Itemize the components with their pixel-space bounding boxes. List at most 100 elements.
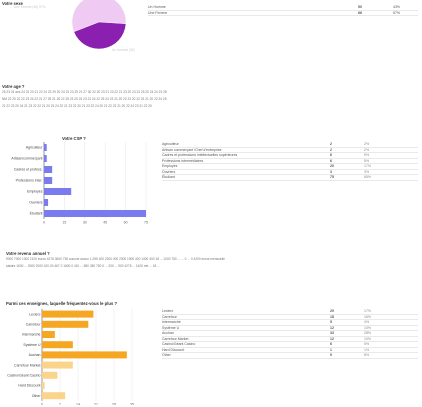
category-label: Auchan xyxy=(29,353,41,357)
bar-auchan xyxy=(42,351,127,359)
enseigne-pct: 28% xyxy=(364,331,372,335)
enseigne-pct: 4% xyxy=(364,320,370,324)
bar-cadres-et-profess- xyxy=(44,166,53,173)
csp-table: Agriculteur 2 2% Artisan commerçant /Chef d… xyxy=(162,142,418,181)
csp-value: 6 xyxy=(330,153,332,157)
enseigne-pct: 17% xyxy=(364,309,372,313)
category-label: Casino/Géant Casino xyxy=(7,374,40,378)
csp-pct: 65% xyxy=(364,175,372,179)
x-tick-label: 7 xyxy=(59,402,61,405)
bar-syst-me-u xyxy=(42,341,73,349)
enseigne-row: Carrefour 18 16% xyxy=(162,314,418,320)
category-label: Intermarché xyxy=(22,333,41,337)
category-label: Carrefour xyxy=(26,323,42,327)
csp-row: Artisan commerçant /Chef d'entreprise 2 2% xyxy=(162,147,418,153)
enseigne-pct: 10% xyxy=(364,336,372,341)
csp-value: 75 xyxy=(330,175,334,179)
age-row-1: 25 23 24 ans 24 31 20 21 22 24 23 29 20 … xyxy=(2,90,167,94)
enseigne-pct: 16% xyxy=(364,314,372,319)
pie-label-homme: Un Homme (50) xyxy=(112,48,135,52)
csp-value: 20 xyxy=(330,164,334,168)
x-tick-label: 30 xyxy=(83,221,87,225)
bar-employ-s xyxy=(44,188,72,195)
csp-value: 3 xyxy=(330,169,332,174)
enseigne-value: 6 xyxy=(330,342,332,346)
category-label: Leclerc xyxy=(29,312,41,316)
enseigne-pct: 10% xyxy=(364,325,372,330)
enseigne-pct: 5% xyxy=(364,342,370,346)
csp-row: Cadres et professions intellectuelles su… xyxy=(162,153,418,158)
csp-pct: 5% xyxy=(364,158,370,163)
enseigne-row: Intermarché 5 4% xyxy=(162,320,418,325)
enseigne-label: Leclerc xyxy=(162,309,174,313)
csp-row: Ouvriers 3 3% xyxy=(162,169,418,175)
sex-pct: 43% xyxy=(393,5,401,9)
enseigne-value: 33 xyxy=(330,331,334,335)
enseigne-label: Intermarché xyxy=(162,320,181,324)
enseigne-value: 12 xyxy=(330,325,334,330)
csp-pct: 17% xyxy=(364,164,372,168)
enseigne-label: Auchan xyxy=(162,331,174,335)
csp-pct: 3% xyxy=(364,169,370,174)
bar-leclerc xyxy=(42,310,94,318)
csp-label: Cadres et professions intellectuelles su… xyxy=(162,153,238,157)
enseigne-row: Hard Discount 1 1% xyxy=(162,347,418,353)
sex-section-title: Votre sexe xyxy=(2,1,23,6)
sex-label: Un Homme xyxy=(148,5,166,9)
category-label: Other xyxy=(32,394,42,398)
enseigne-row: Casino/Géant Casino 6 5% xyxy=(162,342,418,347)
csp-value: 2 xyxy=(330,142,332,146)
sex-table: Un Homme 50 43% Une Femme 66 57% xyxy=(148,5,418,16)
x-tick-label: 15 xyxy=(62,221,66,225)
bar-carrefour xyxy=(42,320,89,328)
category-label: Hard Discount xyxy=(18,384,40,388)
enseigne-row: Auchan 33 28% xyxy=(162,331,418,336)
sex-label: Une Femme xyxy=(148,10,168,15)
sex-value: 66 xyxy=(358,10,362,15)
age-row-3: 21 22 23 20 24 21 23 22 22 21 20 23 24 2… xyxy=(2,104,152,108)
pie-slice-femme xyxy=(71,0,127,33)
csp-pct: 2% xyxy=(364,147,370,152)
bar-casino-g-ant-casino xyxy=(42,371,58,379)
csp-section-title: Votre CSP ? xyxy=(62,136,86,141)
revenu-row-2: salaire 1600 ... 3000 2000 420.00 467 0 … xyxy=(6,264,160,268)
csp-value: 2 xyxy=(330,147,332,152)
csp-row: Étudiant 75 65% xyxy=(162,175,418,180)
bar-hard-discount xyxy=(42,382,45,389)
x-tick-label: 35 xyxy=(130,402,134,405)
enseigne-value: 9 xyxy=(330,353,332,357)
x-tick-label: 21 xyxy=(94,402,98,405)
enseigne-row: Leclerc 20 17% xyxy=(162,309,418,314)
category-label: Système U xyxy=(23,343,41,347)
sex-row-femme: Une Femme 66 57% xyxy=(148,10,418,16)
pie-label-femme: Une Femme (66) 57% xyxy=(14,5,46,9)
category-label: Artisan/commerçant xyxy=(11,157,42,161)
csp-label: Agriculteur xyxy=(162,142,179,146)
enseigne-row: Carrefour Market 12 10% xyxy=(162,336,418,342)
pie-slice-homme xyxy=(73,21,127,50)
x-tick-label: 60 xyxy=(124,221,128,225)
csp-label: Employés xyxy=(162,164,178,168)
csp-label: Professions intermédiaires xyxy=(162,158,204,163)
enseigne-pct: 8% xyxy=(364,353,370,357)
enseigne-value: 1 xyxy=(330,347,332,352)
category-label: Carrefour Market xyxy=(14,363,40,367)
csp-row: Agriculteur 2 2% xyxy=(162,142,418,147)
bar-artisan-commer-ant xyxy=(44,155,47,162)
x-tick-label: 0 xyxy=(41,402,43,405)
bar-professions-inter- xyxy=(44,177,53,184)
enseigne-table: Leclerc 20 17% Carrefour 18 16% Intermarché 5 4%… xyxy=(162,309,418,359)
csp-label: Ouvriers xyxy=(162,169,176,174)
enseigne-section-title: Parmi ces enseignes, laquelle fréquentez… xyxy=(6,301,118,306)
x-tick-label: 14 xyxy=(76,402,80,405)
enseigne-label: Carrefour xyxy=(162,314,177,319)
enseigne-label: Hard Discount xyxy=(162,347,185,352)
csp-label: Artisan commerçant /Chef d'entreprise xyxy=(162,147,222,152)
bar--tudiant xyxy=(44,210,146,217)
enseigne-value: 18 xyxy=(330,314,334,319)
x-tick-label: 75 xyxy=(144,221,148,225)
csp-pct: 2% xyxy=(364,142,370,146)
enseigne-pct: 1% xyxy=(364,347,370,352)
enseigne-value: 20 xyxy=(330,309,334,313)
